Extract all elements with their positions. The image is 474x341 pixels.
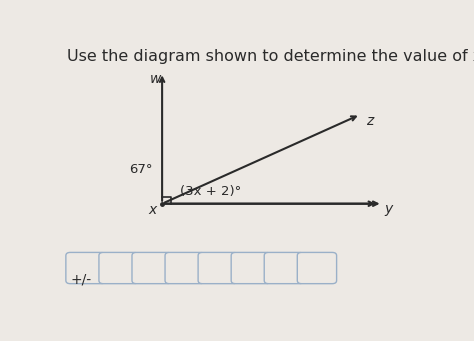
FancyBboxPatch shape	[297, 252, 337, 284]
Text: y: y	[384, 202, 392, 216]
FancyBboxPatch shape	[132, 252, 171, 284]
Text: z: z	[366, 114, 374, 128]
Text: x: x	[149, 203, 157, 217]
Text: Use the diagram shown to determine the value of x.: Use the diagram shown to determine the v…	[66, 49, 474, 64]
Text: w: w	[150, 72, 161, 86]
FancyBboxPatch shape	[198, 252, 237, 284]
FancyBboxPatch shape	[165, 252, 204, 284]
FancyBboxPatch shape	[264, 252, 303, 284]
Text: +/-: +/-	[70, 272, 91, 286]
FancyBboxPatch shape	[99, 252, 138, 284]
Text: (3x + 2)°: (3x + 2)°	[181, 186, 242, 198]
FancyBboxPatch shape	[231, 252, 271, 284]
Text: 67°: 67°	[129, 163, 153, 176]
FancyBboxPatch shape	[66, 252, 105, 284]
